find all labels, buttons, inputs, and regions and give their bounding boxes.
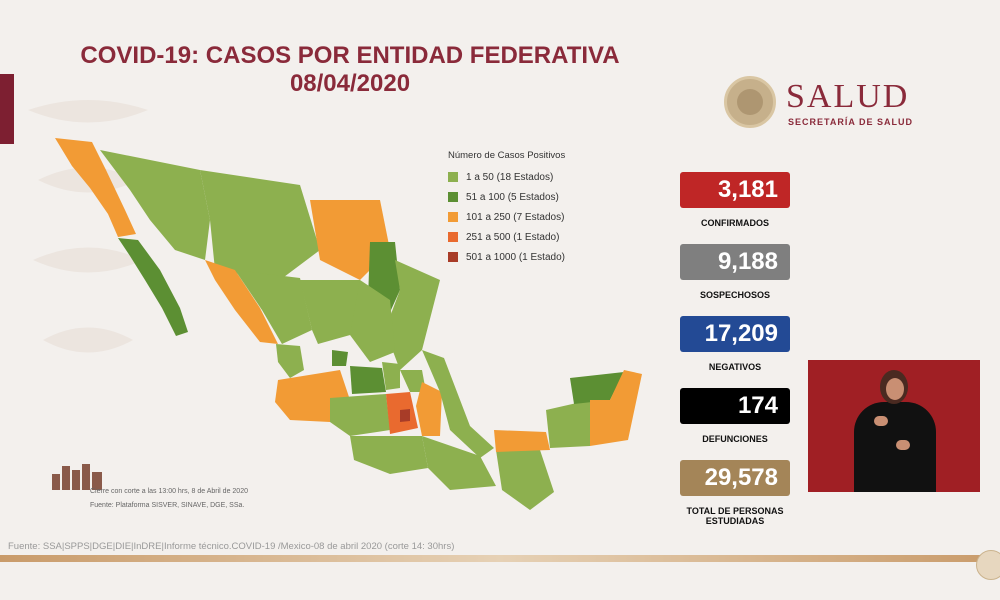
logo-name: SALUD [786, 78, 910, 115]
legend-item: 51 a 100 (5 Estados) [448, 187, 608, 207]
footer-bar [0, 555, 1000, 562]
legend-swatch [448, 172, 458, 182]
legend-item: 251 a 500 (1 Estado) [448, 227, 608, 247]
legend-label: 51 a 100 (5 Estados) [466, 191, 559, 203]
legend-swatch [448, 252, 458, 262]
confirmed-label: CONFIRMADOS [701, 218, 769, 228]
national-seal-icon [724, 76, 776, 128]
state-zacatecas [300, 280, 368, 344]
state-tamaulipas [385, 260, 440, 370]
map-legend: Número de Casos Positivos 1 a 50 (18 Est… [448, 150, 608, 267]
interpreter-body [854, 402, 936, 492]
state-baja-california-sur [118, 238, 188, 336]
legend-swatch [448, 232, 458, 242]
interpreter-hand-left [874, 416, 888, 426]
suspected-count: 9,188 [680, 244, 790, 280]
slide-title: COVID-19: CASOS POR ENTIDAD FEDERATIVA 0… [60, 42, 640, 98]
deaths-count: 174 [680, 388, 790, 424]
state-guanajuato [350, 366, 386, 394]
state-quintana-roo [590, 370, 642, 446]
state-guerrero [350, 436, 428, 474]
state-cdmx [400, 409, 410, 422]
total-studied-label: TOTAL DE PERSONAS ESTUDIADAS [686, 506, 784, 526]
state-michoacan [330, 394, 390, 436]
negative-label: NEGATIVOS [708, 362, 762, 372]
legend-label: 501 a 1000 (1 Estado) [466, 251, 565, 263]
source-note: Fuente: Plataforma SISVER, SINAVE, DGE, … [90, 502, 245, 509]
left-accent-bar [0, 74, 14, 144]
state-oaxaca [422, 436, 496, 490]
corner-seal-icon [976, 550, 1000, 580]
state-sinaloa [205, 260, 278, 344]
footer-source: Fuente: SSA|SPPS|DGE|DIE|InDRE|Informe t… [8, 541, 455, 552]
state-chiapas [496, 450, 554, 510]
legend-item: 501 a 1000 (1 Estado) [448, 247, 608, 267]
state-durango [235, 270, 312, 344]
cutoff-note: Cierre con corte a las 13:00 hrs, 8 de A… [90, 488, 248, 495]
state-san-luis-potosi [350, 280, 395, 362]
confirmed-count: 3,181 [680, 172, 790, 208]
legend-item: 1 a 50 (18 Estados) [448, 167, 608, 187]
state-nayarit [276, 344, 304, 378]
logo-subtitle: SECRETARÍA DE SALUD [788, 117, 914, 127]
buildings-icon [52, 464, 102, 490]
legend-label: 101 a 250 (7 Estados) [466, 211, 565, 223]
legend-title: Número de Casos Positivos [448, 150, 566, 161]
state-veracruz [422, 350, 494, 458]
stats-panel: 3,181 CONFIRMADOS 9,188 SOSPECHOSOS 17,2… [680, 172, 790, 542]
legend-item: 101 a 250 (7 Estados) [448, 207, 608, 227]
total-studied-count: 29,578 [680, 460, 790, 496]
state-baja-california [55, 138, 136, 237]
legend-swatch [448, 192, 458, 202]
state-sonora [100, 150, 210, 260]
legend-label: 251 a 500 (1 Estado) [466, 231, 560, 243]
suspected-label: SOSPECHOSOS [699, 290, 771, 300]
state-chihuahua [200, 170, 320, 280]
title-line-1: COVID-19: CASOS POR ENTIDAD FEDERATIVA [80, 42, 620, 69]
state-queretaro [382, 362, 400, 390]
sign-language-interpreter-video [808, 360, 980, 492]
interpreter-face [886, 378, 904, 400]
mexico-map [55, 138, 642, 510]
state-yucatan [570, 372, 624, 404]
state-hidalgo [400, 370, 426, 392]
state-campeche [546, 400, 590, 448]
negative-count: 17,209 [680, 316, 790, 352]
state-puebla [416, 382, 442, 436]
title-line-2: 08/04/2020 [289, 70, 411, 97]
interpreter-hand-right [896, 440, 910, 450]
legend-label: 1 a 50 (18 Estados) [466, 171, 554, 183]
legend-swatch [448, 212, 458, 222]
state-tabasco [494, 430, 550, 452]
deaths-label: DEFUNCIONES [702, 434, 768, 444]
state-aguascalientes [332, 350, 348, 366]
salud-logo: SALUD SECRETARÍA DE SALUD [724, 76, 924, 136]
